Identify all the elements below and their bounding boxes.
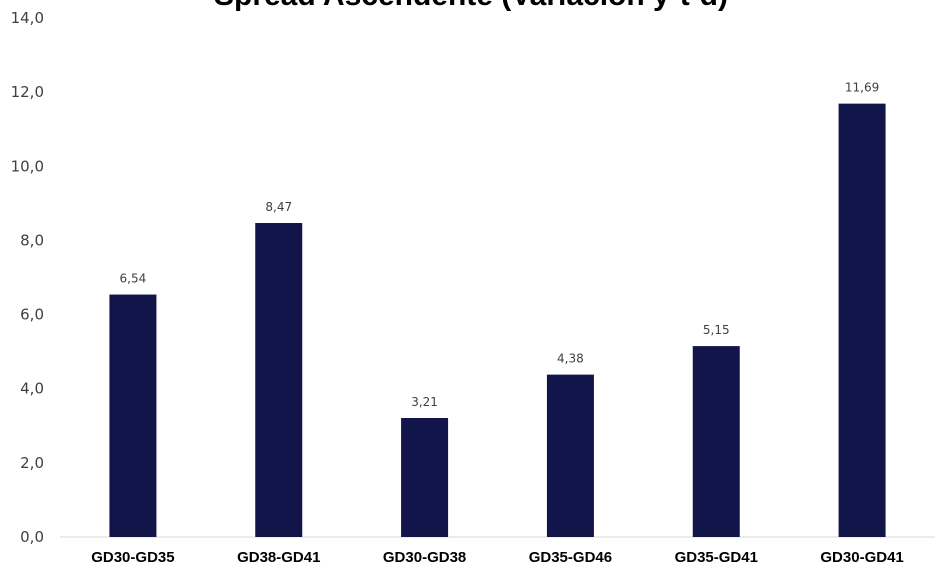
data-label: 5,15 xyxy=(703,323,730,337)
x-tick-label: GD35-GD46 xyxy=(529,549,612,566)
data-label: 4,38 xyxy=(557,352,584,366)
x-tick-label: GD30-GD38 xyxy=(383,549,466,566)
data-label: 8,47 xyxy=(265,200,292,214)
x-tick-label: GD30-GD35 xyxy=(91,549,174,566)
data-labels-layer: 6,54 GD30-GD35 8,47 GD38-GD41 3,21 GD30-GD38 4… xyxy=(91,81,904,566)
data-label: 6,54 xyxy=(120,272,147,286)
y-tick-label: 6,0 xyxy=(20,306,44,324)
bars-layer xyxy=(109,103,886,537)
y-tick-label: 8,0 xyxy=(20,231,44,249)
bar xyxy=(546,374,594,537)
axis-layer: 0,0 2,0 4,0 6,0 8,0 10,0 12,0 14,0 xyxy=(11,9,935,546)
data-label: 3,21 xyxy=(411,395,438,409)
y-tick-label: 10,0 xyxy=(11,157,44,175)
bar xyxy=(255,223,303,537)
y-tick-label: 2,0 xyxy=(20,454,44,472)
x-tick-label: GD38-GD41 xyxy=(237,549,320,566)
x-tick-label: GD35-GD41 xyxy=(675,549,758,566)
chart-title: Spread Ascendente (Variación y-t-d) xyxy=(0,0,942,14)
bar xyxy=(692,346,740,537)
y-tick-label: 0,0 xyxy=(20,528,44,546)
bar xyxy=(401,418,449,537)
data-label: 11,69 xyxy=(845,81,879,95)
y-tick-label: 12,0 xyxy=(11,83,44,101)
y-tick-label: 14,0 xyxy=(11,9,44,27)
bar xyxy=(838,103,886,537)
x-tick-label: GD30-GD41 xyxy=(820,549,903,566)
bar xyxy=(109,294,157,537)
y-tick-label: 4,0 xyxy=(20,380,44,398)
